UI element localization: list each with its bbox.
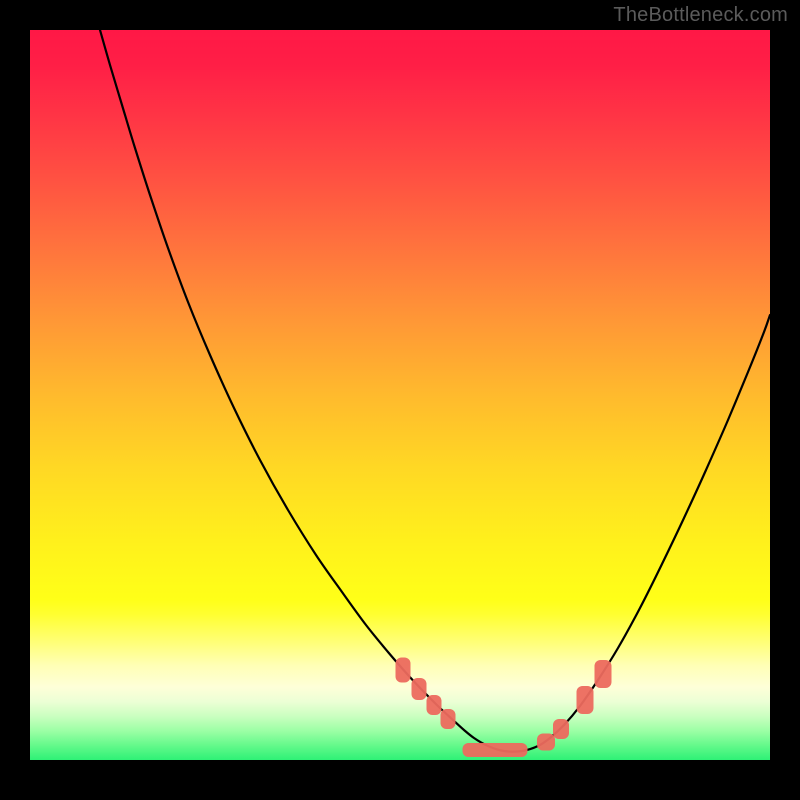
curve-marker [441, 709, 456, 729]
curve-marker [412, 678, 427, 700]
gradient-background [30, 30, 770, 760]
curve-marker [396, 658, 411, 683]
curve-marker [427, 695, 442, 715]
curve-marker [463, 743, 528, 757]
curve-marker [577, 686, 594, 714]
chart-frame: TheBottleneck.com [0, 0, 800, 800]
curve-marker [595, 660, 612, 688]
watermark-text: TheBottleneck.com [613, 4, 788, 27]
curve-marker [553, 719, 569, 739]
bottleneck-curve-chart [0, 0, 800, 800]
curve-marker [537, 734, 555, 751]
